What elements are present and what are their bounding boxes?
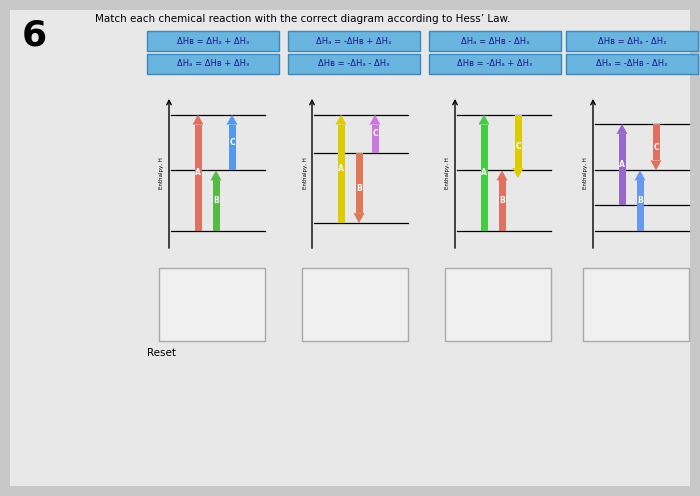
Bar — [619, 134, 626, 204]
Polygon shape — [650, 160, 662, 171]
Text: A: A — [195, 168, 201, 177]
Text: ΔHʙ = -ΔHₐ + ΔHₓ: ΔHʙ = -ΔHₐ + ΔHₓ — [457, 60, 533, 68]
Text: B: B — [356, 184, 362, 193]
Text: C: C — [515, 142, 521, 151]
Polygon shape — [370, 115, 381, 124]
Text: ΔHʙ = ΔHₐ - ΔHₓ: ΔHʙ = ΔHₐ - ΔHₓ — [598, 37, 666, 46]
Bar — [195, 124, 202, 231]
Text: ΔHʙ = ΔHₐ + ΔHₓ: ΔHʙ = ΔHₐ + ΔHₓ — [176, 37, 249, 46]
Text: C: C — [372, 129, 378, 138]
Bar — [372, 124, 379, 153]
Bar — [228, 124, 235, 171]
Text: ΔHʙ = -ΔHₐ - ΔHₓ: ΔHʙ = -ΔHₐ - ΔHₓ — [318, 60, 390, 68]
Text: Enthalpy, H: Enthalpy, H — [160, 158, 164, 189]
Polygon shape — [354, 213, 365, 223]
Text: 6: 6 — [22, 18, 47, 52]
Text: Enthalpy, H: Enthalpy, H — [302, 158, 307, 189]
Polygon shape — [496, 171, 507, 181]
Bar — [583, 268, 689, 341]
Text: C: C — [653, 143, 659, 152]
Bar — [429, 54, 561, 74]
Text: Enthalpy, H: Enthalpy, H — [445, 158, 451, 189]
Polygon shape — [211, 171, 221, 181]
Bar — [302, 268, 408, 341]
Bar — [288, 31, 420, 51]
Bar — [498, 181, 505, 231]
Polygon shape — [634, 171, 645, 181]
Text: B: B — [637, 196, 643, 205]
Polygon shape — [512, 168, 524, 178]
Bar — [566, 54, 698, 74]
Text: A: A — [338, 164, 344, 173]
Bar — [213, 181, 220, 231]
Polygon shape — [617, 124, 627, 134]
Bar — [566, 31, 698, 51]
Text: ΔHₐ = ΔHʙ + ΔHₓ: ΔHₐ = ΔHʙ + ΔHₓ — [176, 60, 249, 68]
Bar — [652, 124, 659, 160]
Bar — [445, 268, 551, 341]
Text: Enthalpy, H: Enthalpy, H — [584, 158, 589, 189]
Bar — [159, 268, 265, 341]
Bar — [147, 54, 279, 74]
Bar — [636, 181, 643, 231]
Text: ΔHₐ = -ΔHʙ - ΔHₓ: ΔHₐ = -ΔHʙ - ΔHₓ — [596, 60, 668, 68]
Text: ΔHₐ = -ΔHʙ + ΔHₓ: ΔHₐ = -ΔHʙ + ΔHₓ — [316, 37, 392, 46]
Bar — [356, 153, 363, 213]
Text: ΔHₐ = ΔHʙ - ΔHₓ: ΔHₐ = ΔHʙ - ΔHₓ — [461, 37, 529, 46]
Polygon shape — [193, 115, 204, 124]
Bar — [514, 115, 522, 168]
Bar — [288, 54, 420, 74]
Text: B: B — [499, 196, 505, 205]
Bar — [429, 31, 561, 51]
Text: Reset: Reset — [147, 348, 176, 358]
Text: C: C — [229, 138, 234, 147]
Bar — [147, 31, 279, 51]
Bar — [480, 124, 487, 231]
Polygon shape — [479, 115, 489, 124]
Text: A: A — [481, 168, 487, 177]
Polygon shape — [335, 115, 346, 124]
Bar — [337, 124, 344, 223]
Polygon shape — [227, 115, 237, 124]
Text: Match each chemical reaction with the correct diagram according to Hess’ Law.: Match each chemical reaction with the co… — [95, 14, 510, 24]
Text: B: B — [213, 196, 219, 205]
Text: A: A — [619, 160, 625, 169]
